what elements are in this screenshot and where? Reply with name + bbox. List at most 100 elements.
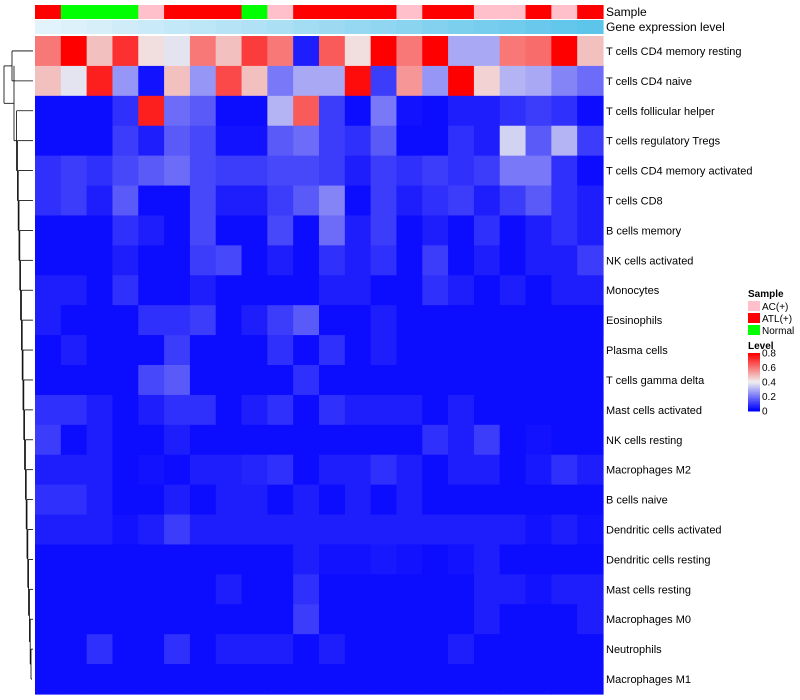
heatmap-cell <box>215 125 243 157</box>
row-label: Macrophages M2 <box>606 465 691 477</box>
heatmap-cell <box>370 514 398 546</box>
sample-annotation-cell <box>448 5 475 19</box>
heatmap-cell <box>577 544 604 575</box>
heatmap-cell <box>241 305 268 336</box>
legend-label: ATL(+) <box>762 314 792 325</box>
heatmap-cell <box>499 215 527 246</box>
heatmap-cell <box>112 634 139 665</box>
legend-swatch <box>748 325 760 335</box>
heatmap-cell <box>370 544 398 575</box>
heatmap-cell <box>138 125 165 157</box>
legend-gradient-step <box>748 357 760 360</box>
legend-gradient-step <box>748 402 760 405</box>
heatmap-cell <box>293 365 320 396</box>
heatmap-cell <box>448 335 475 366</box>
heatmap-cell <box>215 95 243 127</box>
heatmap-cell <box>448 544 475 575</box>
heatmap-cell <box>396 514 423 546</box>
expression-annotation-cell <box>35 20 62 34</box>
heatmap-cell <box>448 634 475 665</box>
heatmap-cell <box>35 394 62 426</box>
heatmap-cell <box>138 185 165 217</box>
expression-annotation-cell <box>60 20 88 34</box>
row-label: T cells follicular helper <box>606 106 715 118</box>
row-label: Dendritic cells resting <box>606 554 711 566</box>
heatmap-cell <box>86 95 114 127</box>
heatmap-cell <box>138 664 165 695</box>
legend-gradient-step <box>748 366 760 368</box>
heatmap-cell <box>525 604 552 635</box>
heatmap-cell <box>396 245 423 276</box>
heatmap-cell <box>86 155 114 187</box>
legend-swatch <box>748 301 760 311</box>
heatmap-cell <box>370 95 398 127</box>
expression-annotation-cell <box>293 20 320 34</box>
heatmap-cell <box>86 36 114 67</box>
heatmap-cell <box>448 305 475 336</box>
heatmap-cell <box>267 36 294 67</box>
heatmap-cell <box>319 125 346 157</box>
heatmap-cell <box>396 275 423 306</box>
heatmap-cell <box>112 484 139 516</box>
heatmap-cell <box>344 634 372 665</box>
sample-annotation-cell <box>86 5 114 19</box>
heatmap-cell <box>499 275 527 306</box>
heatmap-cell <box>60 36 88 67</box>
heatmap-cell <box>551 484 578 516</box>
heatmap-cell <box>551 514 578 546</box>
heatmap-cell <box>422 185 449 217</box>
heatmap-cell <box>499 245 527 276</box>
heatmap-cell <box>370 65 398 97</box>
heatmap-cell <box>293 95 320 127</box>
heatmap-cell <box>319 155 346 187</box>
heatmap-cell <box>86 185 114 217</box>
heatmap-cell <box>215 604 243 635</box>
heatmap-cell <box>112 365 139 396</box>
heatmap-cell <box>448 604 475 635</box>
heatmap-cell <box>164 305 191 336</box>
annotation-label-sample: Sample <box>606 5 647 19</box>
row-label: NK cells resting <box>606 435 682 447</box>
heatmap-cell <box>319 245 346 276</box>
heatmap-cell <box>577 664 604 695</box>
heatmap-cell <box>577 36 604 67</box>
heatmap-cell <box>267 245 294 276</box>
legend-tick: 0 <box>762 407 768 418</box>
heatmap-cell <box>344 215 372 246</box>
sample-annotation-cell <box>473 5 501 19</box>
heatmap-cell <box>241 544 268 575</box>
heatmap-cell <box>422 514 449 546</box>
sample-annotation-cell <box>35 5 62 19</box>
heatmap-cell <box>215 65 243 97</box>
heatmap-cell <box>344 185 372 217</box>
heatmap-cell <box>396 454 423 486</box>
heatmap-cell <box>60 604 88 635</box>
heatmap-cell <box>422 634 449 665</box>
heatmap-cell <box>189 275 217 306</box>
legend-gradient-step <box>748 384 760 387</box>
heatmap-cell <box>319 454 346 486</box>
heatmap-cell <box>86 574 114 605</box>
legend-gradient-step <box>748 389 760 392</box>
heatmap-cell <box>344 664 372 695</box>
expression-annotation-cell <box>577 20 604 34</box>
sample-annotation-cell <box>293 5 320 19</box>
heatmap-cell <box>525 424 552 456</box>
heatmap-cell <box>344 604 372 635</box>
heatmap-cell <box>293 275 320 306</box>
heatmap-cell <box>60 544 88 575</box>
sample-annotation-cell <box>344 5 372 19</box>
heatmap-cell <box>138 634 165 665</box>
heatmap-cell <box>35 574 62 605</box>
expression-annotation-cell <box>189 20 217 34</box>
heatmap-cell <box>112 604 139 635</box>
legend-gradient-step <box>748 379 760 382</box>
heatmap-cell <box>551 454 578 486</box>
heatmap-cell <box>344 514 372 546</box>
heatmap-cell <box>499 95 527 127</box>
heatmap-cell <box>499 634 527 665</box>
heatmap-cell <box>189 365 217 396</box>
heatmap-cell <box>86 125 114 157</box>
heatmap-cell <box>448 245 475 276</box>
row-label: Monocytes <box>606 285 660 297</box>
